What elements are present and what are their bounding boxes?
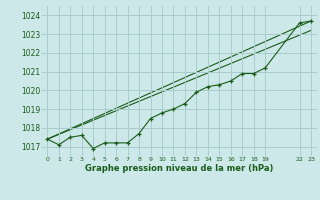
X-axis label: Graphe pression niveau de la mer (hPa): Graphe pression niveau de la mer (hPa) bbox=[85, 164, 273, 173]
